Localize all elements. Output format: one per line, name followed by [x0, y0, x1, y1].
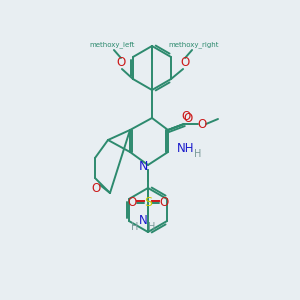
- Text: O: O: [128, 196, 136, 209]
- Text: O: O: [197, 118, 207, 130]
- Text: methoxy_right: methoxy_right: [169, 42, 219, 48]
- Text: O: O: [183, 112, 193, 124]
- Text: O: O: [92, 182, 100, 196]
- Text: O: O: [116, 56, 126, 70]
- Text: O: O: [180, 56, 190, 70]
- Text: N: N: [138, 160, 148, 172]
- Text: O: O: [182, 110, 190, 124]
- Text: O: O: [159, 196, 169, 209]
- Text: N: N: [139, 214, 147, 227]
- Text: H: H: [194, 149, 202, 159]
- Text: S: S: [144, 196, 152, 209]
- Text: NH: NH: [177, 142, 195, 154]
- Text: methoxy_left: methoxy_left: [89, 42, 135, 48]
- Text: H: H: [131, 222, 139, 232]
- Text: H: H: [148, 222, 156, 232]
